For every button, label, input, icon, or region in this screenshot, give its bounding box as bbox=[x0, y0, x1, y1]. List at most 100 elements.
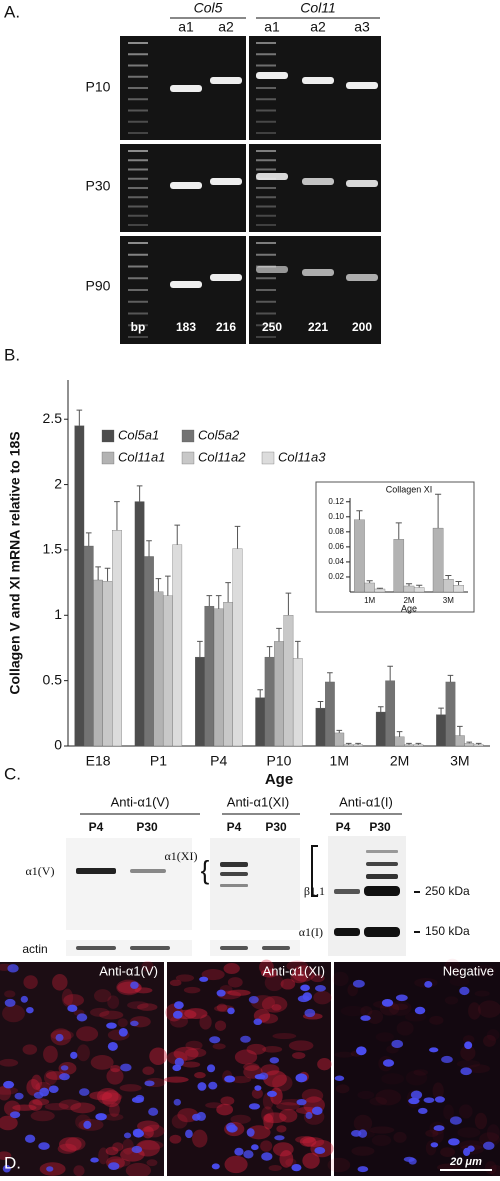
error-bar bbox=[457, 725, 463, 736]
red-stain bbox=[4, 990, 16, 998]
error-bar bbox=[234, 525, 241, 549]
blot bbox=[66, 838, 192, 930]
ladder-band bbox=[128, 242, 148, 244]
bar bbox=[204, 605, 215, 747]
red-stain bbox=[272, 1142, 294, 1157]
red-stain bbox=[268, 1164, 282, 1172]
brace: { bbox=[201, 855, 210, 885]
nucleus bbox=[130, 1020, 139, 1027]
red-stain bbox=[117, 981, 142, 994]
red-stain bbox=[369, 1097, 388, 1106]
error-bar bbox=[146, 540, 152, 557]
bar bbox=[436, 714, 446, 747]
nucleus bbox=[90, 1157, 99, 1163]
red-stain bbox=[272, 1032, 297, 1040]
nucleus bbox=[24, 1134, 36, 1143]
image-label: Negative bbox=[443, 963, 494, 978]
red-stain bbox=[135, 1139, 160, 1157]
ladder-band bbox=[128, 300, 148, 303]
band bbox=[220, 862, 248, 867]
red-stain bbox=[216, 1003, 228, 1012]
red-stain bbox=[230, 1114, 251, 1124]
red-stain bbox=[432, 1082, 444, 1100]
ladder-band bbox=[128, 120, 148, 123]
red-stain bbox=[458, 1104, 473, 1119]
blot bbox=[66, 940, 192, 956]
nucleus bbox=[144, 1080, 155, 1087]
nucleus bbox=[414, 1006, 426, 1015]
blot-2: Anti-α1(XI) P4 P30 α1(XI) { bbox=[165, 794, 300, 956]
red-stain bbox=[224, 1155, 248, 1174]
red-stain bbox=[109, 1102, 120, 1117]
band bbox=[334, 889, 360, 894]
bar bbox=[403, 585, 415, 593]
ladder-band bbox=[256, 242, 276, 244]
error-bar bbox=[327, 672, 333, 682]
red-stain bbox=[251, 1088, 263, 1099]
band bbox=[130, 946, 170, 950]
nucleus bbox=[254, 1074, 266, 1080]
nucleus bbox=[240, 1035, 251, 1043]
scale-label: 20 μm bbox=[449, 1156, 482, 1168]
nucleus bbox=[107, 1041, 118, 1051]
lane-label: P30 bbox=[136, 820, 158, 834]
nucleus bbox=[4, 998, 16, 1007]
nucleus bbox=[360, 1015, 371, 1021]
red-stain bbox=[112, 1142, 124, 1152]
nucleus bbox=[314, 985, 326, 992]
red-stain bbox=[393, 1131, 407, 1143]
red-stain bbox=[185, 1048, 207, 1058]
nucleus bbox=[185, 1129, 193, 1139]
band bbox=[364, 927, 400, 937]
error-bar bbox=[104, 567, 111, 582]
y-tick-label: 0.02 bbox=[328, 572, 344, 581]
ladder-band bbox=[256, 277, 276, 280]
red-stain bbox=[381, 1073, 404, 1084]
error-bar bbox=[396, 731, 403, 737]
red-stain bbox=[279, 1108, 298, 1123]
bar bbox=[394, 736, 405, 747]
lane-label: P4 bbox=[227, 820, 242, 834]
ladder-band bbox=[256, 205, 276, 208]
red-stain bbox=[125, 1162, 152, 1179]
nucleus bbox=[60, 1065, 69, 1071]
red-stain bbox=[310, 974, 325, 983]
error-bar bbox=[387, 665, 393, 681]
red-stain bbox=[486, 1124, 500, 1142]
red-stain bbox=[138, 1140, 164, 1150]
red-stain bbox=[263, 1070, 287, 1088]
nucleus bbox=[467, 1145, 475, 1152]
red-stain bbox=[107, 995, 120, 1009]
error-bar bbox=[435, 493, 442, 529]
loading-label: actin bbox=[22, 942, 47, 956]
ladder-band bbox=[256, 214, 276, 217]
ladder-band bbox=[128, 98, 148, 101]
red-stain bbox=[141, 960, 154, 972]
nucleus bbox=[9, 1111, 21, 1119]
nucleus bbox=[224, 1075, 236, 1083]
error-bar bbox=[405, 583, 413, 586]
red-stain bbox=[214, 1020, 227, 1031]
legend-swatch bbox=[261, 451, 275, 465]
red-stain bbox=[30, 1110, 55, 1122]
red-stain bbox=[70, 1102, 96, 1114]
ladder-band bbox=[256, 289, 276, 291]
red-stain bbox=[57, 1143, 77, 1154]
y-tick-label: 0.12 bbox=[328, 497, 344, 506]
nucleus bbox=[483, 1141, 495, 1150]
error-bar bbox=[377, 706, 384, 713]
red-stain bbox=[357, 1090, 375, 1100]
red-stain bbox=[264, 974, 284, 992]
error-bar bbox=[466, 741, 473, 744]
blot bbox=[210, 940, 300, 956]
lane-label: P30 bbox=[265, 820, 287, 834]
bar bbox=[134, 501, 145, 747]
red-stain bbox=[272, 1074, 293, 1092]
nucleus bbox=[355, 1046, 367, 1056]
bar bbox=[255, 697, 266, 747]
red-stain bbox=[184, 1008, 208, 1020]
nucleus bbox=[83, 1120, 92, 1129]
bp-label: bp bbox=[131, 320, 146, 334]
red-stain bbox=[276, 1102, 300, 1111]
ladder-band bbox=[128, 253, 148, 256]
